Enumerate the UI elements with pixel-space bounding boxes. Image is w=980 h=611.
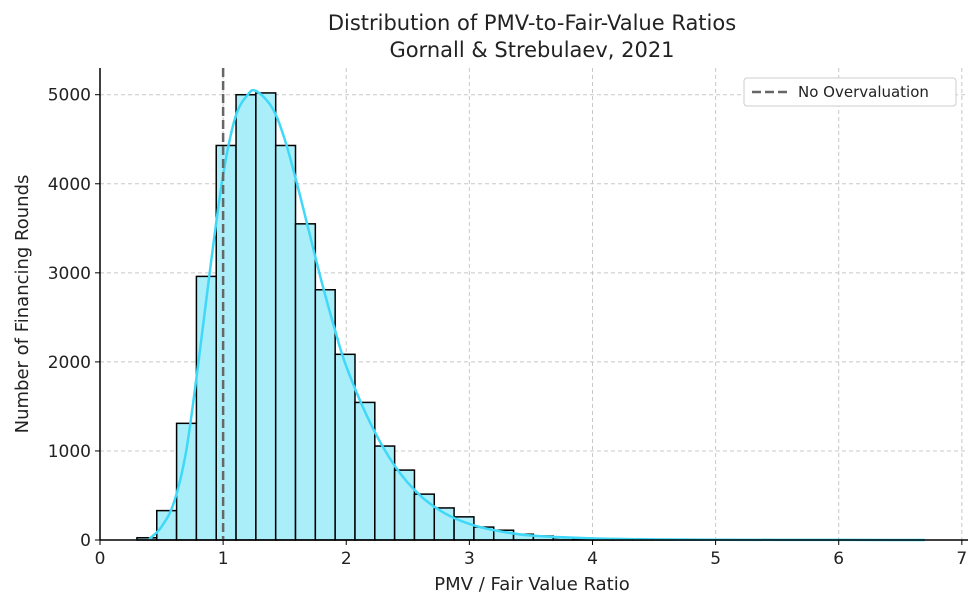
histogram-bar [315,290,335,540]
y-tick-label: 4000 [48,175,91,195]
x-tick-label: 2 [341,549,352,569]
x-tick-label: 0 [95,549,106,569]
x-tick-label: 4 [587,549,598,569]
y-tick-label: 0 [80,531,91,551]
chart-subtitle: Gornall & Strebulaev, 2021 [389,38,674,62]
y-tick-label: 5000 [48,86,91,106]
histogram-bar [276,145,296,540]
histogram-bar [157,511,177,540]
y-tick-label: 3000 [48,264,91,284]
x-tick-label: 1 [218,549,229,569]
histogram-bar [296,224,316,540]
legend-label: No Overvaluation [798,83,929,101]
chart-title: Distribution of PMV-to-Fair-Value Ratios [328,11,736,35]
x-tick-label: 3 [464,549,475,569]
x-tick-label: 5 [710,549,721,569]
legend: No Overvaluation [744,78,956,106]
histogram-bar [414,494,434,540]
x-tick-label: 7 [956,549,967,569]
histogram-bar [236,95,256,540]
histogram-bar [355,402,375,540]
y-tick-label: 2000 [48,353,91,373]
y-axis-label: Number of Financing Rounds [12,175,33,434]
histogram-bar [196,276,216,540]
y-tick-label: 1000 [48,442,91,462]
x-tick-label: 6 [833,549,844,569]
x-axis-label: PMV / Fair Value Ratio [434,574,629,595]
histogram-bar [256,93,276,540]
